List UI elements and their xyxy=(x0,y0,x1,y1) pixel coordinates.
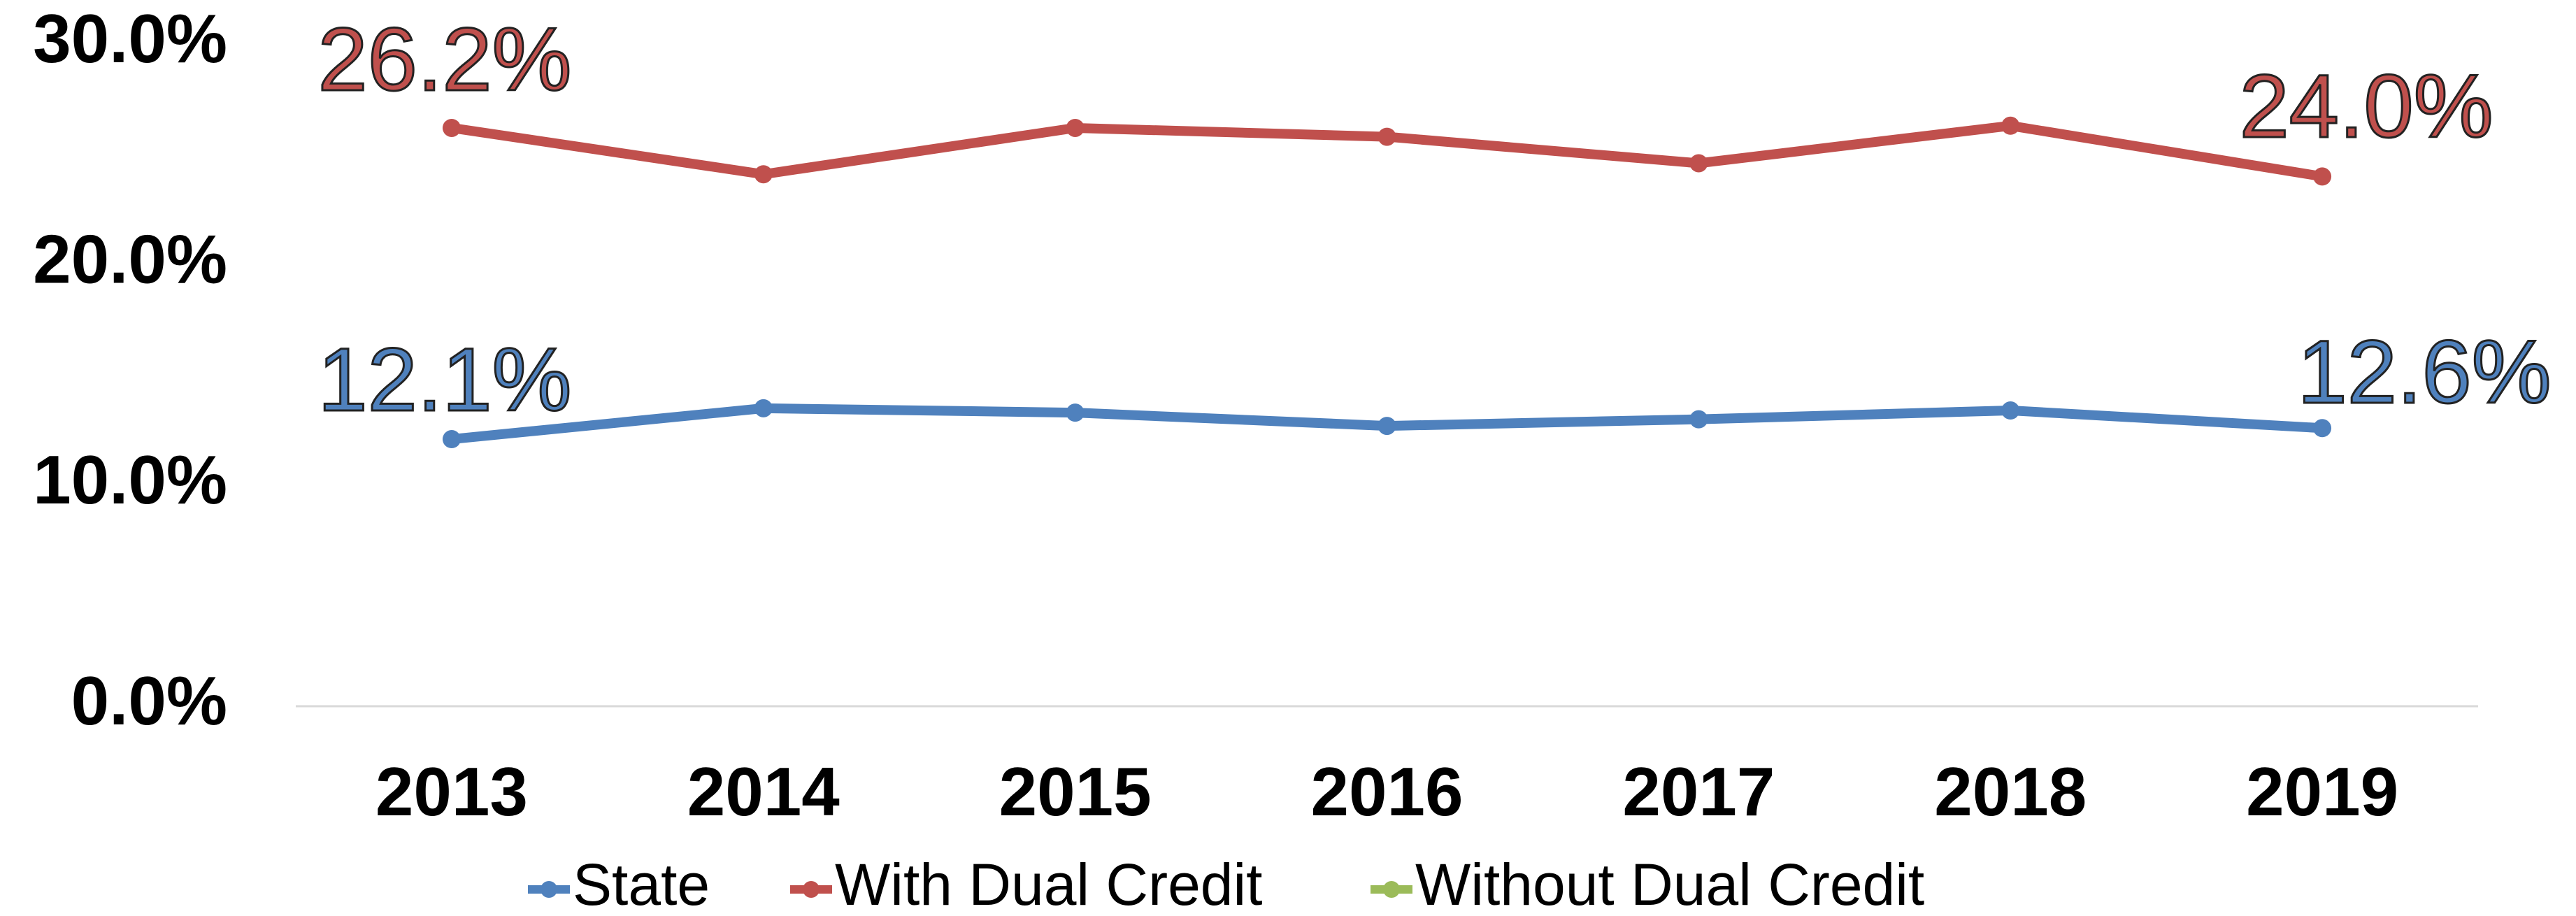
y-tick-label: 20.0% xyxy=(33,221,227,298)
x-tick-label: 2016 xyxy=(1310,753,1463,830)
y-tick-label: 0.0% xyxy=(71,662,227,739)
legend-label: With Dual Credit xyxy=(835,852,1263,916)
x-tick-label: 2018 xyxy=(1934,753,2087,830)
point xyxy=(2001,401,2020,420)
data-label: 12.6% xyxy=(2298,322,2552,422)
point xyxy=(754,399,773,417)
x-tick-label: 2013 xyxy=(375,753,528,830)
y-tick-label: 30.0% xyxy=(33,0,227,77)
legend-marker xyxy=(541,881,557,898)
x-tick-label: 2014 xyxy=(687,753,840,830)
point xyxy=(1689,154,1708,173)
point xyxy=(1689,410,1708,429)
legend-label: Without Dual Credit xyxy=(1415,852,1924,916)
legend-label: State xyxy=(573,852,710,916)
data-label: 12.1% xyxy=(317,330,571,430)
point xyxy=(2313,167,2332,186)
point xyxy=(1066,403,1085,422)
x-tick-label: 2019 xyxy=(2246,753,2398,830)
y-tick-label: 10.0% xyxy=(33,441,227,518)
x-tick-label: 2015 xyxy=(999,753,1152,830)
point xyxy=(442,430,461,449)
x-tick-label: 2017 xyxy=(1622,753,1775,830)
point xyxy=(1378,417,1396,436)
data-label: 26.2% xyxy=(317,10,571,110)
point xyxy=(442,118,461,137)
point xyxy=(2313,419,2332,438)
point xyxy=(2001,116,2020,135)
point xyxy=(1066,118,1085,137)
point xyxy=(1378,127,1396,146)
legend-marker xyxy=(803,881,820,898)
legend-marker xyxy=(1383,881,1400,898)
point xyxy=(754,165,773,184)
data-label: 24.0% xyxy=(2240,57,2493,157)
